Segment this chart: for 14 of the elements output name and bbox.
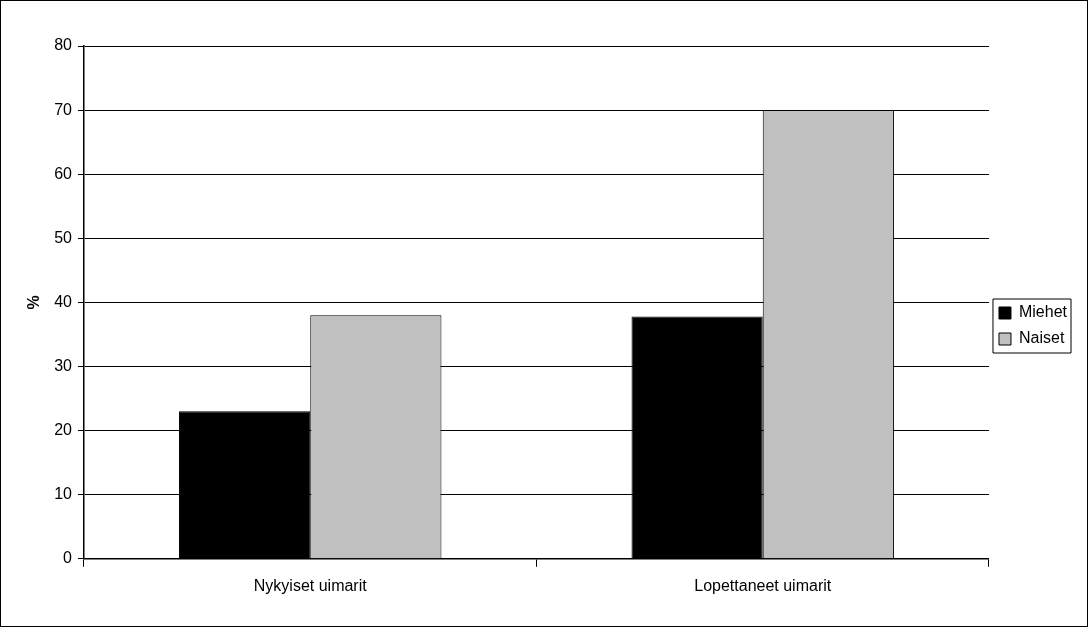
legend-label: Miehet [1018, 303, 1068, 321]
x-tick-label: Nykyiset uimarit [253, 576, 368, 594]
y-tick-label: 60 [54, 164, 73, 182]
y-tick-label: 40 [54, 292, 73, 310]
y-tick-label: 80 [54, 36, 73, 54]
legend-label: Naiset [1018, 329, 1065, 347]
y-tick-label: 0 [63, 549, 73, 567]
y-tick-label: 70 [54, 100, 73, 118]
x-tick-label: Lopettaneet uimarit [694, 576, 832, 594]
y-tick-label: 20 [54, 421, 73, 439]
y-tick-label: 30 [54, 356, 73, 374]
y-tick-label: 10 [54, 485, 73, 503]
y-tick-label: 50 [54, 228, 73, 246]
y-axis-title: % [25, 295, 43, 310]
